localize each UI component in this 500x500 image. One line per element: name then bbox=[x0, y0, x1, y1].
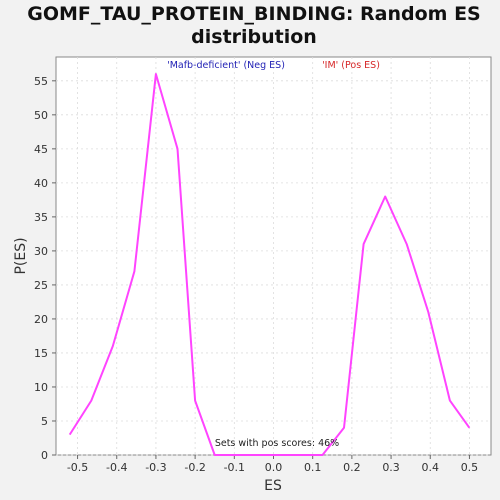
chart-title-line-2: distribution bbox=[191, 26, 317, 48]
x-tick-label: -0.3 bbox=[145, 461, 166, 474]
x-tick-label: 0.5 bbox=[461, 461, 479, 474]
x-tick-label: 0.0 bbox=[265, 461, 283, 474]
x-axis-label: ES bbox=[264, 478, 282, 494]
y-tick-label: 25 bbox=[34, 279, 48, 292]
y-tick-label: 20 bbox=[34, 313, 48, 326]
y-tick-label: 0 bbox=[41, 449, 48, 462]
y-tick-label: 15 bbox=[34, 347, 48, 360]
chart-title-line-1: GOMF_TAU_PROTEIN_BINDING: Random ES bbox=[27, 3, 481, 25]
x-tick-label: -0.5 bbox=[67, 461, 88, 474]
y-tick-label: 5 bbox=[41, 415, 48, 428]
series-line bbox=[68, 73, 471, 456]
y-axis-label: P(ES) bbox=[13, 237, 29, 274]
x-axis-ticks: -0.5 -0.4 -0.3 -0.2 -0.1 0.0 0.1 0.2 0.3 0.4 0.5 bbox=[67, 455, 478, 474]
x-tick-label: -0.4 bbox=[106, 461, 127, 474]
x-tick-label: -0.2 bbox=[184, 461, 205, 474]
y-tick-label: 50 bbox=[34, 109, 48, 122]
legend-entry-neg: 'Mafb-deficient' (Neg ES) bbox=[167, 60, 285, 71]
y-tick-label: 30 bbox=[34, 245, 48, 258]
x-tick-label: 0.4 bbox=[422, 461, 440, 474]
pos-scores-annotation: Sets with pos scores: 46% bbox=[215, 438, 339, 449]
y-tick-label: 55 bbox=[34, 75, 48, 88]
y-tick-label: 10 bbox=[34, 381, 48, 394]
x-tick-label: 0.2 bbox=[343, 461, 361, 474]
y-tick-label: 35 bbox=[34, 211, 48, 224]
x-tick-label: -0.1 bbox=[224, 461, 245, 474]
y-tick-label: 40 bbox=[34, 177, 48, 190]
x-tick-label: 0.3 bbox=[382, 461, 400, 474]
legend-entry-pos: 'IM' (Pos ES) bbox=[322, 60, 380, 71]
y-tick-label: 45 bbox=[34, 143, 48, 156]
plot-area bbox=[55, 56, 492, 456]
series-layer bbox=[68, 73, 471, 456]
y-axis-ticks: 0 5 10 15 20 25 30 35 40 45 50 55 bbox=[34, 75, 56, 462]
x-tick-label: 0.1 bbox=[304, 461, 322, 474]
